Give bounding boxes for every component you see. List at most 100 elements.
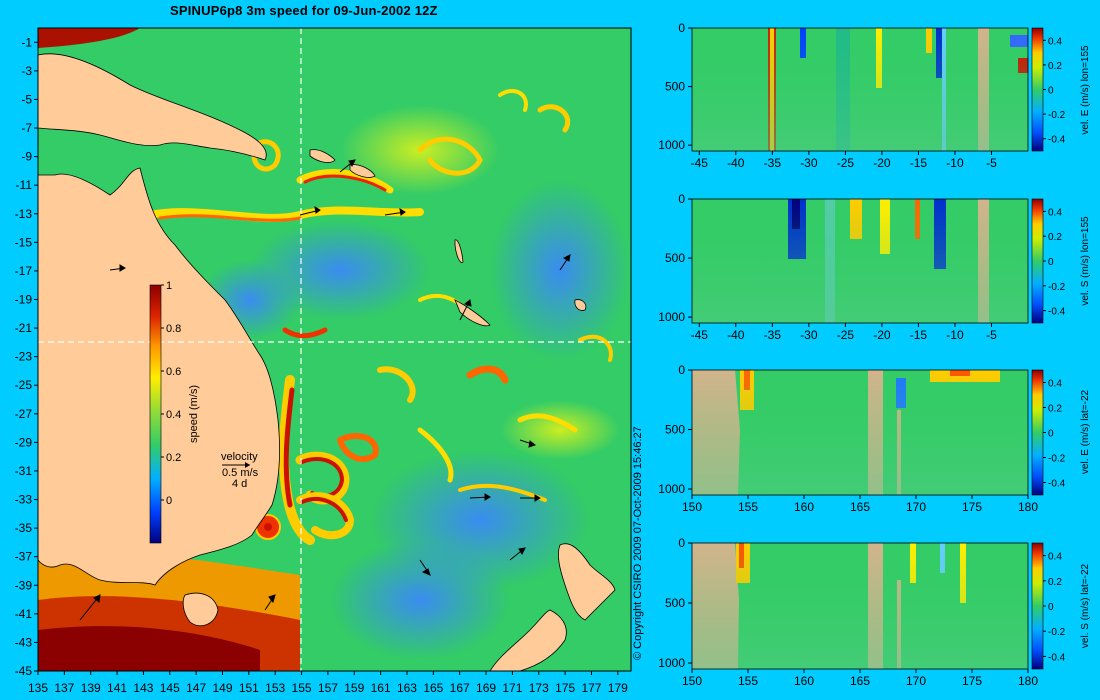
- lon-tick-label: 147: [186, 681, 206, 695]
- lon-tick-label: 145: [160, 681, 180, 695]
- y-tick-label: 500: [665, 423, 685, 437]
- colorbar-tick-label: 0.2: [1048, 61, 1062, 72]
- colorbar-tick-label: 1: [166, 280, 172, 292]
- x-tick-label: -5: [986, 328, 997, 342]
- y-tick-label: 500: [665, 80, 685, 94]
- lon-tick-label: 179: [608, 681, 628, 695]
- x-tick-label: 165: [850, 674, 870, 688]
- lat-tick-label: -35: [15, 521, 33, 535]
- lon-tick-label: 157: [318, 681, 338, 695]
- colorbar-tick-label: 0.2: [1048, 232, 1062, 243]
- x-tick-label: 170: [906, 500, 926, 514]
- x-tick-label: -20: [873, 156, 891, 170]
- colorbar-tick-label: 0.2: [1048, 577, 1062, 588]
- colorbar-tick-label: -0.2: [1048, 627, 1066, 638]
- x-tick-label: 180: [1018, 674, 1038, 688]
- lon-tick-label: 171: [502, 681, 522, 695]
- x-tick-label: 155: [738, 500, 758, 514]
- y-tick-label: 1000: [658, 482, 685, 496]
- panel2-colorbar-ticks: 0.4 0.2 0 -0.2 -0.4: [1043, 207, 1066, 318]
- x-tick-label: -15: [910, 156, 928, 170]
- x-tick-label: -40: [727, 156, 745, 170]
- x-tick-label: -15: [910, 328, 928, 342]
- lat-tick-label: -19: [15, 292, 33, 306]
- lon-tick-label: 155: [292, 681, 312, 695]
- lat-tick-label: -11: [16, 178, 33, 192]
- y-tick-label: 500: [665, 596, 685, 610]
- panel3-axes: 150 155 160 165 170 175 180 0 500 1000: [658, 363, 1038, 514]
- x-tick-label: 150: [682, 500, 702, 514]
- lat-tick-label: -7: [21, 121, 32, 135]
- x-tick-label: -40: [727, 328, 745, 342]
- lon-tick-label: 167: [450, 681, 470, 695]
- lat-tick-label: -43: [15, 635, 33, 649]
- lat-tick-label: -5: [21, 92, 32, 106]
- lon-tick-label: 169: [476, 681, 496, 695]
- velocity-time: 4 d: [232, 478, 247, 490]
- colorbar-tick-label: -0.2: [1048, 454, 1066, 465]
- colorbar-tick-label: 0.2: [166, 452, 181, 464]
- lat-tick-label: -41: [15, 607, 33, 621]
- lat-tick-label: -1: [21, 35, 32, 49]
- colorbar-tick-label: 0.4: [1048, 552, 1062, 563]
- lon-tick-label: 139: [81, 681, 101, 695]
- lon-tick-label: 165: [423, 681, 443, 695]
- new-zealand-north: [557, 543, 616, 621]
- x-tick-label: 170: [906, 674, 926, 688]
- colorbar-tick-label: 0: [1048, 602, 1054, 613]
- x-tick-label: -20: [873, 328, 891, 342]
- lat-tick-label: -45: [15, 664, 33, 678]
- lat-tick-label: -27: [15, 407, 33, 421]
- lat-tick-label: -37: [15, 550, 33, 564]
- x-tick-label: 150: [682, 674, 702, 688]
- speed-colorbar: 1 0.8 0.6 0.4 0.2 0 speed (m/s): [149, 280, 200, 544]
- colorbar-tick-label: 0.8: [166, 323, 181, 335]
- lat-tick-label: -29: [15, 435, 33, 449]
- colorbar-tick-label: 0: [1048, 257, 1054, 268]
- lon-axis: 135 137 139 141 143 145 147 149 151 153 155 157 159 1…: [28, 671, 628, 695]
- x-tick-label: -35: [764, 328, 782, 342]
- lat-tick-label: -31: [15, 464, 33, 478]
- panel1-ylabel: vel. E (m/s) lon=155: [1080, 45, 1091, 135]
- panel1-colorbar-ticks: 0.4 0.2 0 -0.2 -0.4: [1043, 36, 1066, 146]
- lat-tick-label: -9: [21, 150, 32, 164]
- x-tick-label: 175: [962, 674, 982, 688]
- panel3-features: [692, 370, 1028, 495]
- figure-title: SPINUP6p8 3m speed for 09-Jun-2002 12Z: [170, 3, 438, 18]
- x-tick-label: 180: [1018, 500, 1038, 514]
- y-tick-label: 0: [678, 536, 685, 550]
- lon-tick-label: 151: [239, 681, 259, 695]
- colorbar-label: speed (m/s): [188, 385, 200, 443]
- lon-tick-label: 173: [529, 681, 549, 695]
- lon-tick-label: 149: [212, 681, 232, 695]
- x-tick-label: -25: [837, 328, 855, 342]
- lon-tick-label: 163: [397, 681, 417, 695]
- panel2-axes: -45 -40 -35 -30 -25 -20 -15 -10 -5 0 500 1000: [658, 192, 997, 342]
- y-tick-label: 0: [678, 192, 685, 206]
- colorbar-tick-label: 0.4: [1048, 207, 1062, 218]
- y-tick-label: 500: [665, 251, 685, 265]
- lon-tick-label: 143: [133, 681, 153, 695]
- velocity-label: velocity: [221, 451, 258, 463]
- y-tick-label: 0: [678, 21, 685, 35]
- lat-tick-label: -17: [15, 264, 33, 278]
- colorbar-tick-label: 0: [166, 495, 172, 507]
- colorbar-tick-label: -0.4: [1048, 135, 1066, 146]
- map-frame: [37, 27, 632, 672]
- panel4-features: [692, 543, 1028, 669]
- y-tick-label: 1000: [658, 138, 685, 152]
- vanuatu: [454, 239, 464, 263]
- velocity-arrows: [79, 159, 571, 621]
- x-tick-label: -10: [946, 156, 964, 170]
- colorbar-tick-label: -0.2: [1048, 282, 1066, 293]
- colorbar-tick-label: 0.2: [1048, 404, 1062, 415]
- velocity-scale-value: 0.5 m/s: [222, 467, 259, 479]
- x-tick-label: 175: [962, 500, 982, 514]
- x-tick-label: -45: [691, 328, 709, 342]
- lon-tick-label: 153: [265, 681, 285, 695]
- lat-tick-label: -13: [15, 207, 33, 221]
- colorbar-tick-label: 0.4: [1048, 379, 1062, 390]
- lat-tick-label: -39: [15, 578, 33, 592]
